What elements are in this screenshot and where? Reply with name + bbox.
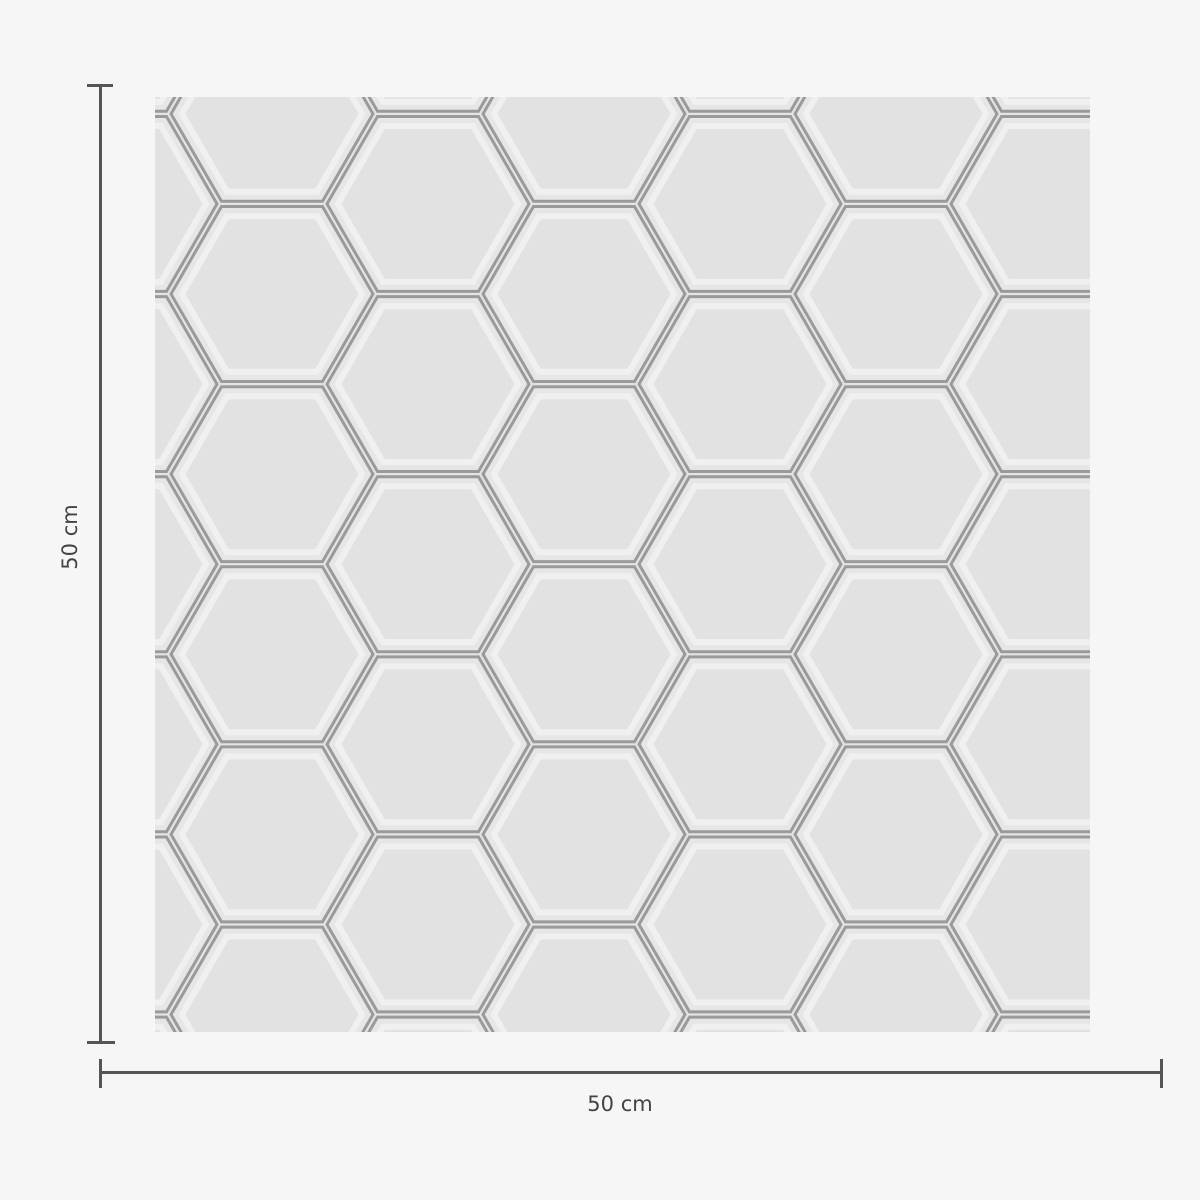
height-dimension-line xyxy=(99,85,102,1043)
hexagon-bevel xyxy=(490,213,678,375)
hexagon-bevel xyxy=(646,843,834,1006)
hexagon-bevel xyxy=(958,483,1090,646)
hexagon-bevel xyxy=(958,303,1090,465)
hexagon-bevel xyxy=(688,1023,792,1032)
hexagon-bevel xyxy=(178,933,366,1032)
hexagon-bevel xyxy=(1000,97,1090,105)
hexagon-bevel xyxy=(155,123,210,285)
hexagon-bevel xyxy=(646,663,834,826)
hexagon-bevel xyxy=(155,663,210,826)
hexagon-bevel xyxy=(958,843,1090,1006)
width-dimension-cap-left xyxy=(99,1059,102,1088)
height-dimension-cap-bottom xyxy=(87,1041,115,1044)
hexagon-bevel xyxy=(334,123,522,285)
hexagon-bevel xyxy=(334,483,522,646)
hexagon-tile-image xyxy=(155,97,1090,1032)
hexagon-bevel xyxy=(1000,1023,1090,1032)
hexagon-bevel xyxy=(178,753,366,916)
height-label: 50 cm xyxy=(58,504,82,570)
hexagon-bevel xyxy=(334,663,522,826)
width-dimension-cap-right xyxy=(1160,1059,1163,1088)
hexagon-bevel xyxy=(958,663,1090,826)
hexagon-bevel xyxy=(155,483,210,646)
hexagon-bevel xyxy=(178,573,366,736)
hexagon-bevel xyxy=(155,1023,168,1032)
hexagon-bevel xyxy=(490,97,678,195)
hexagon-bevel xyxy=(646,483,834,646)
hexagon-bevel xyxy=(646,303,834,465)
hexagon-bevel xyxy=(178,393,366,556)
hexagon-bevel xyxy=(802,393,990,556)
hexagon-bevel xyxy=(334,843,522,1006)
hexagon-bevel xyxy=(802,573,990,736)
hexagon-bevel xyxy=(155,843,210,1006)
hexagon-bevel xyxy=(376,97,480,105)
hexagon-bevel xyxy=(802,753,990,916)
hexagon-bevel xyxy=(178,97,366,195)
width-label: 50 cm xyxy=(587,1092,653,1116)
height-dimension-cap-top xyxy=(87,84,113,87)
width-dimension-line xyxy=(99,1071,1163,1074)
hexagon-bevel xyxy=(802,933,990,1032)
hexagon-bevel xyxy=(376,1023,480,1032)
hexagon-bevel xyxy=(802,97,990,195)
hexagon-bevel xyxy=(490,393,678,556)
hexagon-bevel xyxy=(155,97,168,105)
hexagon-bevel xyxy=(688,97,792,105)
hexagon-bevel xyxy=(178,213,366,375)
hexagon-bevel xyxy=(802,213,990,375)
hexagon-bevel xyxy=(490,753,678,916)
hexagon-bevel xyxy=(490,933,678,1032)
hexagon-bevel xyxy=(334,303,522,465)
hexagon-bevel xyxy=(155,303,210,465)
hexagon-bevel xyxy=(958,123,1090,285)
hexagon-bevel xyxy=(490,573,678,736)
hexagon-bevel xyxy=(646,123,834,285)
